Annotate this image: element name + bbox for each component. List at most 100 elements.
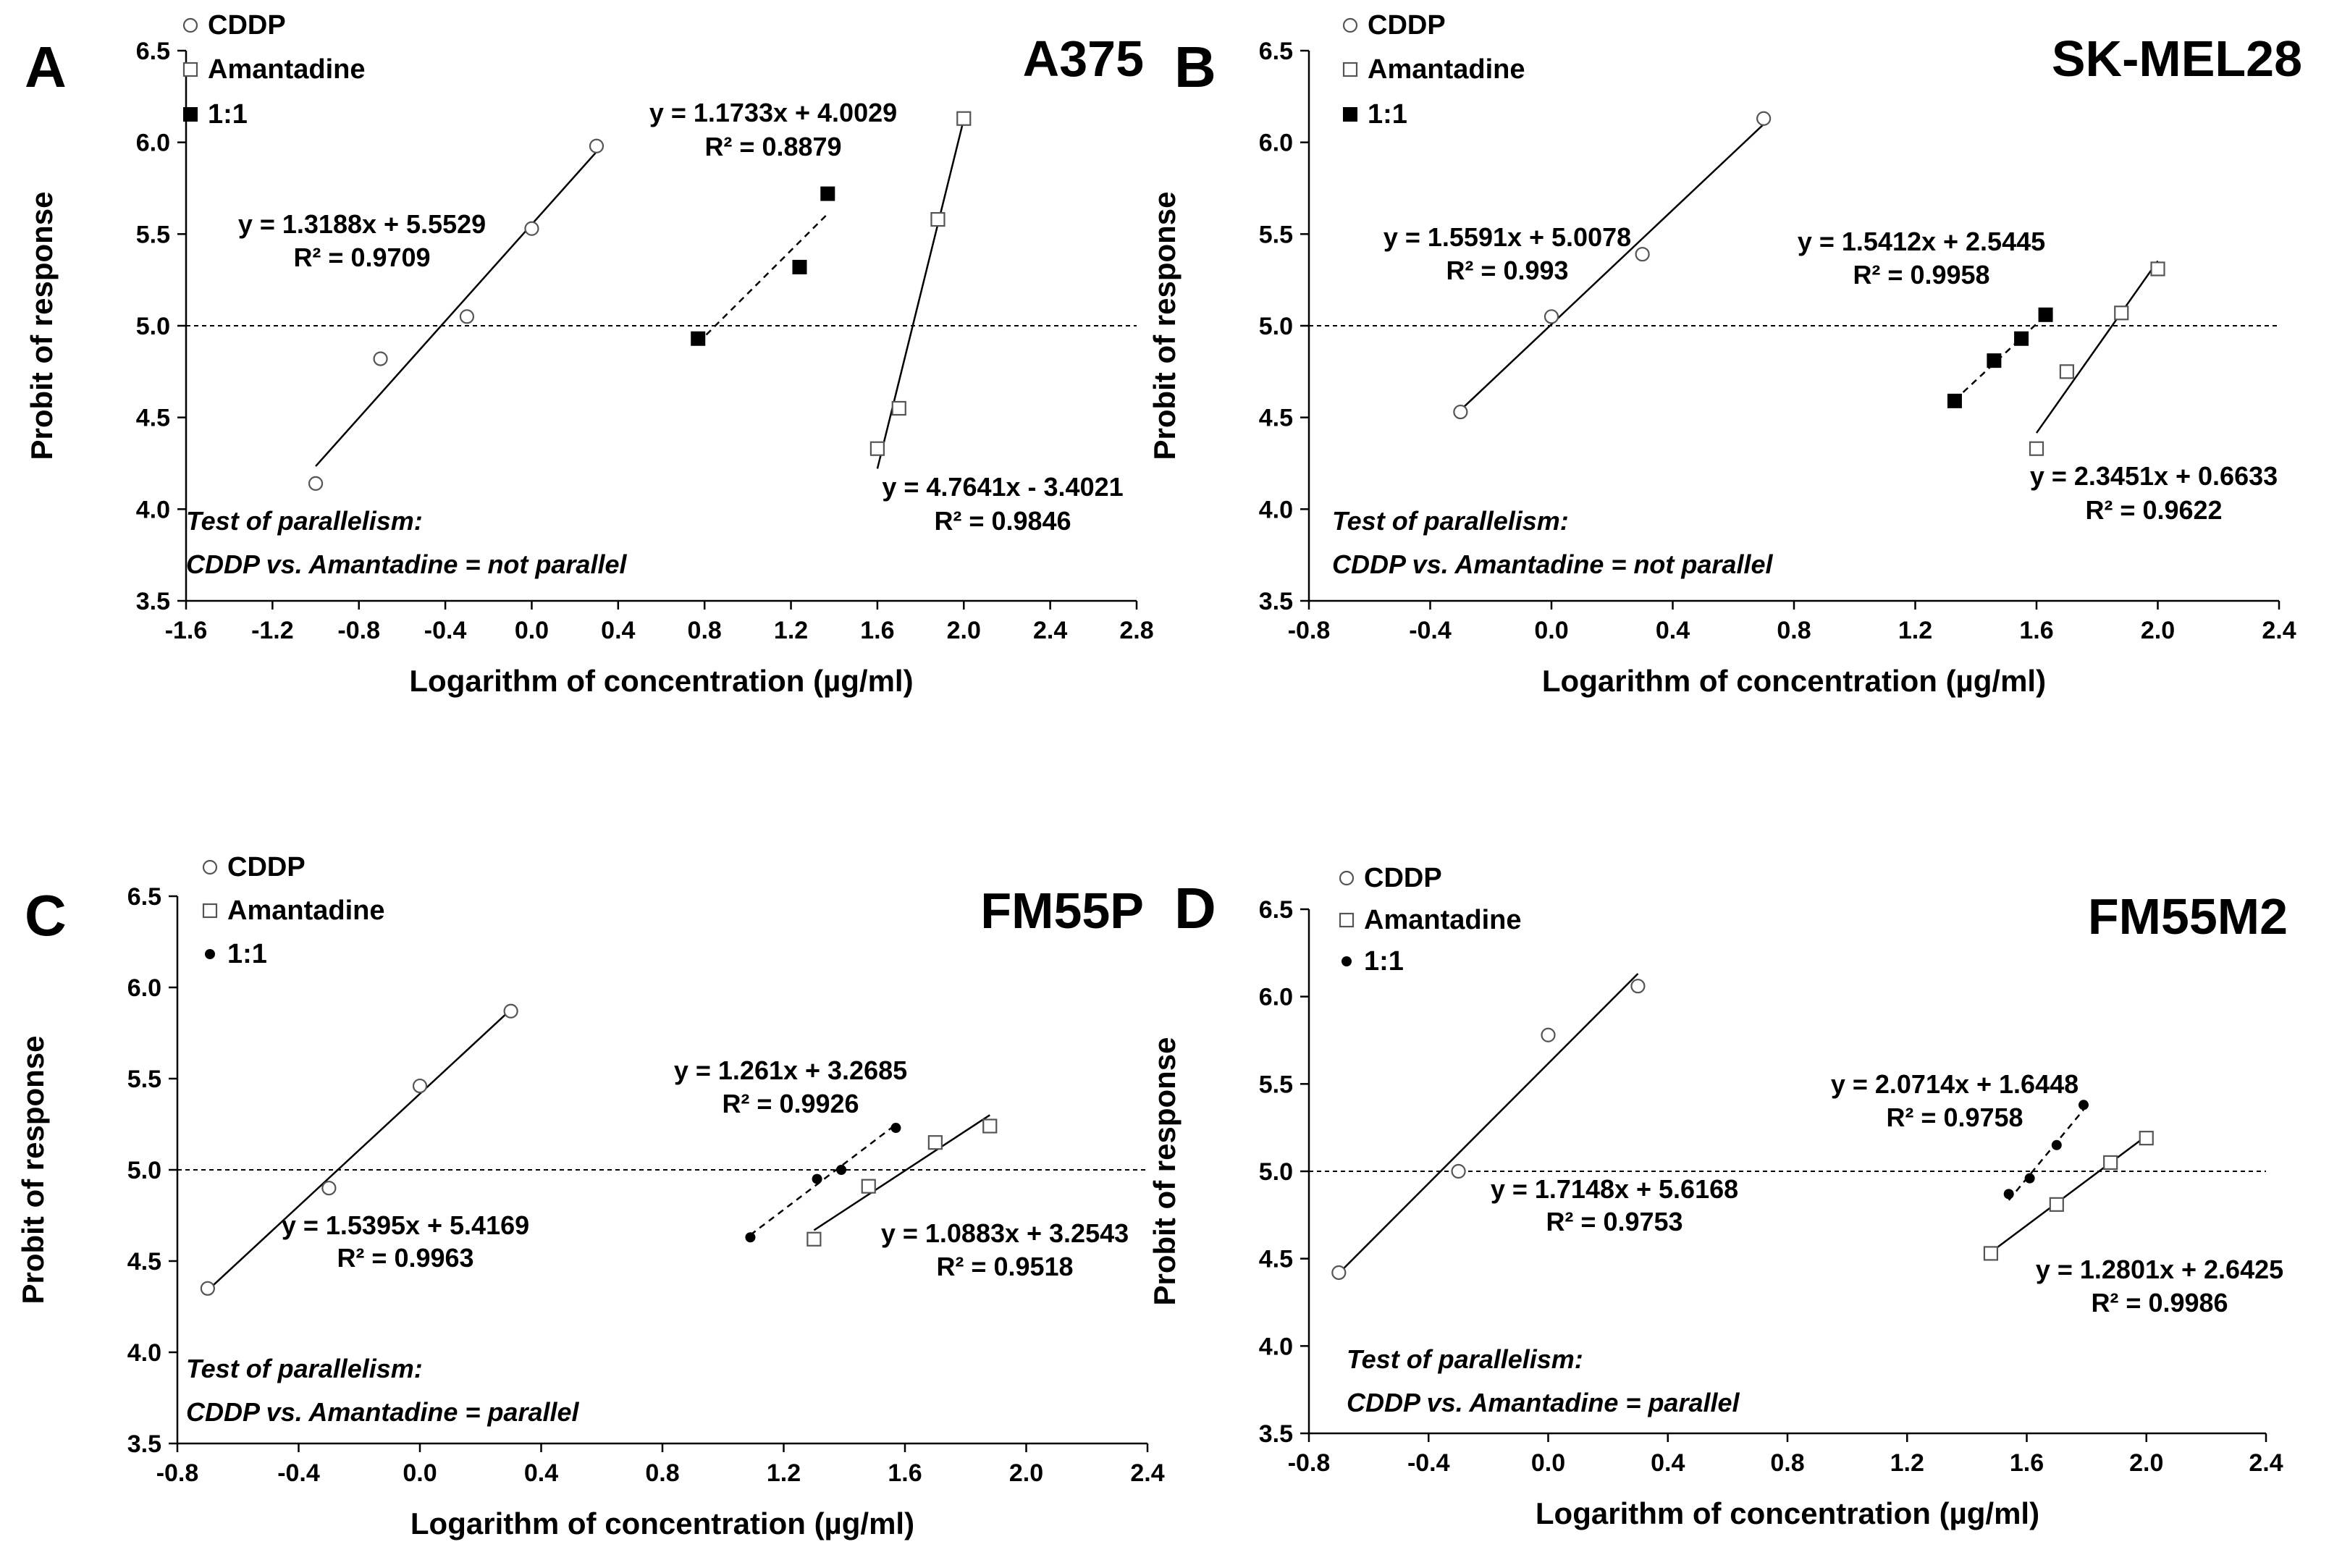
data-point xyxy=(459,309,475,324)
y-tick-label: 6.5 xyxy=(136,38,170,65)
parallelism-note-result: CDDP vs. Amantadine = not parallel xyxy=(1332,549,1773,579)
data-point xyxy=(1983,1246,1999,1261)
y-tick-label: 4.5 xyxy=(127,1248,161,1276)
regression-equation: y = 1.261x + 3.2685 xyxy=(674,1055,907,1085)
regression-line xyxy=(315,151,597,467)
x-axis-title: Logarithm of concentration (µg/ml) xyxy=(1542,664,2046,698)
regression-line xyxy=(2035,260,2159,434)
x-tick-label: -1.2 xyxy=(251,617,294,644)
regression-line xyxy=(749,1124,897,1236)
regression-line xyxy=(207,1008,512,1291)
y-tick-label: 4.5 xyxy=(1259,405,1293,432)
parallelism-note-heading: Test of parallelism: xyxy=(186,1354,423,1383)
y-tick-label: 6.0 xyxy=(1259,130,1293,157)
legend-label: 1:1 xyxy=(208,99,248,130)
y-tick-label: 5.5 xyxy=(136,221,170,248)
r-squared-label: R² = 0.9753 xyxy=(1546,1207,1682,1236)
legend-label: Amantadine xyxy=(227,895,384,926)
y-tick-label: 5.5 xyxy=(1259,1071,1293,1098)
y-tick-label: 6.0 xyxy=(127,974,161,1002)
x-tick-label: -0.4 xyxy=(1407,1449,1450,1477)
data-point xyxy=(806,1231,822,1247)
data-point xyxy=(321,1181,337,1196)
x-tick-label: 0.4 xyxy=(524,1459,558,1487)
y-tick-label: 5.0 xyxy=(1259,1158,1293,1186)
series-amantadine: y = 1.2801x + 2.6425 R² = 0.9986 xyxy=(1983,1131,2283,1318)
parallelism-note-heading: Test of parallelism: xyxy=(186,506,423,536)
x-tick-label: 0.8 xyxy=(688,617,722,644)
x-tick-label: 0.8 xyxy=(645,1459,679,1487)
legend-label: CDDP xyxy=(1364,863,1442,893)
legend-marker xyxy=(202,903,218,919)
x-tick-label: 0.0 xyxy=(403,1459,437,1487)
legend-marker xyxy=(1342,62,1358,77)
data-point xyxy=(2059,364,2074,379)
data-point xyxy=(2103,1155,2118,1171)
panel-A: A A375 3.5 4.0 4.5 5.0 5.5 6.0 6.5 -1.6 -1.2 -0.8 -0… xyxy=(25,10,1154,698)
parallelism-note-heading: Test of parallelism: xyxy=(1347,1344,1583,1374)
y-tick-label: 6.0 xyxy=(1259,984,1293,1011)
legend-label: 1:1 xyxy=(1364,946,1404,977)
y-tick-label: 5.5 xyxy=(127,1066,161,1093)
legend-marker xyxy=(1339,870,1355,886)
x-tick-label: 0.8 xyxy=(1777,617,1811,644)
panel-title: FM55M2 xyxy=(2088,888,2288,945)
parallelism-note-heading: Test of parallelism: xyxy=(1332,506,1569,536)
data-point xyxy=(982,1118,998,1134)
x-tick-label: -0.4 xyxy=(1409,617,1452,644)
series-cddp: y = 1.5591x + 5.0078 R² = 0.993 xyxy=(1383,111,1772,420)
series-1-1: y = 1.5412x + 2.5445 R² = 0.9958 xyxy=(1798,227,2053,408)
panel-letter: B xyxy=(1174,35,1216,99)
x-tick-label: 1.2 xyxy=(774,617,808,644)
regression-equation: y = 1.2801x + 2.6425 xyxy=(2036,1255,2283,1284)
x-tick-label: 2.0 xyxy=(2141,617,2175,644)
series-1-1: y = 1.1733x + 4.0029 R² = 0.8879 xyxy=(649,98,897,346)
data-point xyxy=(589,138,605,153)
parallelism-note-result: CDDP vs. Amantadine = parallel xyxy=(186,1397,580,1427)
legend-marker xyxy=(1339,912,1355,928)
regression-equation: y = 1.1733x + 4.0029 xyxy=(649,98,897,127)
data-point xyxy=(1635,247,1650,262)
panel-C: C FM55P 3.5 4.0 4.5 5.0 5.5 6.0 6.5 -0.8 -0.4 0.0 0.… xyxy=(16,852,1165,1540)
y-tick-label: 3.5 xyxy=(127,1430,161,1458)
legend-label: Amantadine xyxy=(1364,905,1521,935)
x-tick-label: -0.8 xyxy=(337,617,380,644)
x-tick-label: 0.4 xyxy=(601,617,635,644)
x-axis-title: Logarithm of concentration (µg/ml) xyxy=(1536,1496,2039,1530)
y-axis-title: Probit of response xyxy=(1147,1037,1182,1305)
panel-letter: C xyxy=(25,883,67,948)
x-tick-label: 1.6 xyxy=(888,1459,922,1487)
x-tick-label: 2.4 xyxy=(2262,617,2296,644)
y-tick-label: 3.5 xyxy=(1259,588,1293,615)
data-point xyxy=(200,1281,215,1296)
legend-label: 1:1 xyxy=(227,939,267,969)
r-squared-label: R² = 0.9958 xyxy=(1853,260,1989,290)
data-point xyxy=(792,259,807,274)
data-point xyxy=(1756,111,1772,126)
panel-title: SK-MEL28 xyxy=(2052,30,2302,87)
y-tick-label: 4.5 xyxy=(1259,1246,1293,1273)
series-amantadine: y = 2.3451x + 0.6633 R² = 0.9622 xyxy=(2029,260,2278,525)
y-tick-label: 4.0 xyxy=(1259,1333,1293,1360)
series-cddp: y = 1.7148x + 5.6168 R² = 0.9753 xyxy=(1331,973,1738,1281)
y-tick-label: 5.5 xyxy=(1259,221,1293,248)
data-point xyxy=(820,186,835,201)
y-tick-label: 6.5 xyxy=(127,883,161,911)
data-point xyxy=(1331,1265,1347,1281)
y-tick-label: 4.0 xyxy=(136,496,170,523)
x-tick-label: 0.4 xyxy=(1651,1449,1685,1477)
legend-marker xyxy=(1342,17,1358,33)
data-point xyxy=(2051,1139,2062,1150)
regression-line xyxy=(876,119,965,469)
r-squared-label: R² = 0.9846 xyxy=(934,506,1071,536)
panel-title: FM55P xyxy=(980,882,1144,939)
data-point xyxy=(891,400,906,416)
data-point xyxy=(930,211,946,227)
regression-equation: y = 1.3188x + 5.5529 xyxy=(238,209,486,239)
r-squared-label: R² = 0.9518 xyxy=(936,1252,1073,1281)
y-axis-title: Probit of response xyxy=(25,191,59,460)
data-point xyxy=(861,1179,876,1194)
x-axis-title: Logarithm of concentration (µg/ml) xyxy=(410,1506,914,1540)
data-point xyxy=(2024,1173,2035,1184)
